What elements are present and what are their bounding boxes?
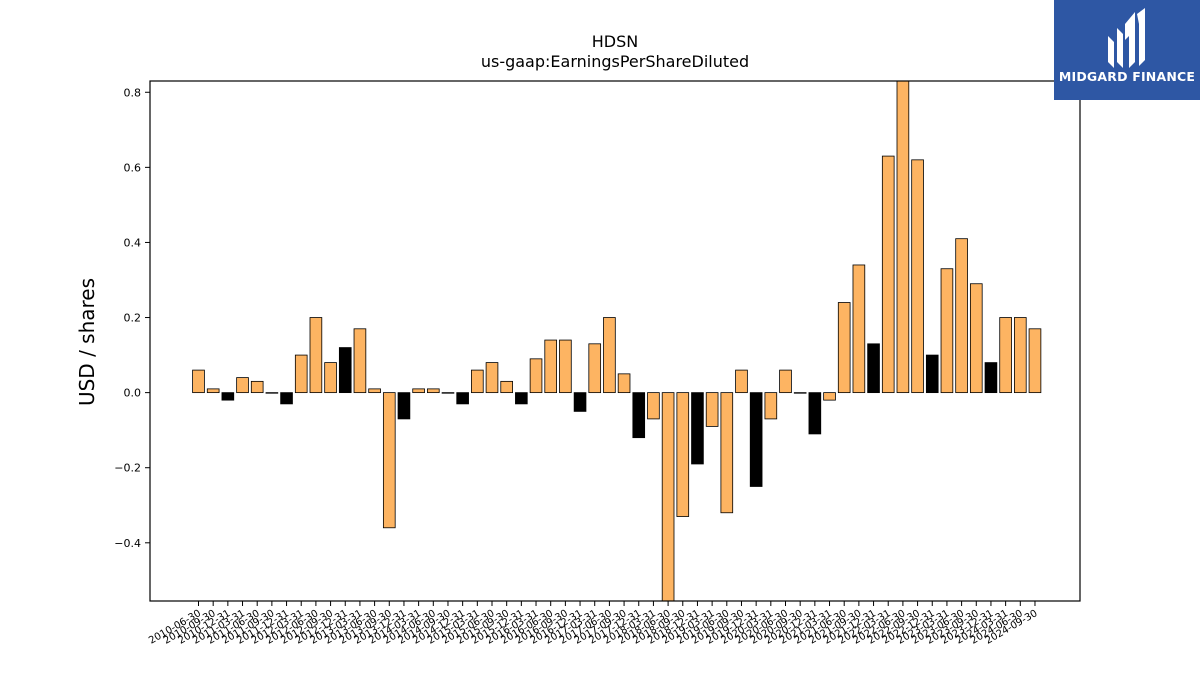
bar	[955, 238, 968, 394]
bar	[265, 392, 279, 394]
bar	[867, 343, 880, 394]
y-tick-label: −0.4	[114, 537, 141, 550]
bar	[705, 392, 719, 427]
bar	[808, 392, 822, 435]
bar	[969, 283, 983, 394]
logo-text: MIDGARD FINANCE	[1058, 69, 1196, 84]
bar	[397, 392, 411, 420]
bar	[573, 392, 587, 412]
bar	[984, 362, 998, 394]
bar	[764, 392, 778, 420]
bar	[206, 388, 220, 394]
bar	[368, 388, 381, 394]
bar	[735, 369, 748, 394]
bar	[441, 392, 455, 394]
bar	[823, 392, 836, 401]
bar	[647, 392, 660, 420]
bar	[925, 354, 939, 394]
chart-title: HDSN	[591, 32, 639, 51]
bar	[720, 392, 734, 514]
bar	[559, 339, 572, 394]
bar	[515, 392, 528, 405]
bar	[676, 392, 690, 517]
bar	[294, 354, 308, 394]
bar	[779, 369, 792, 394]
bar	[999, 317, 1012, 394]
bar	[353, 328, 367, 394]
bar	[661, 392, 675, 601]
bar	[1028, 328, 1042, 394]
bar	[1014, 317, 1027, 394]
y-tick-label: 0.6	[124, 161, 142, 174]
bar	[793, 392, 807, 394]
bar	[529, 358, 543, 394]
bar	[544, 339, 557, 394]
bar	[471, 369, 484, 394]
y-tick-label: 0.2	[124, 312, 142, 325]
y-tick-label: 0.8	[124, 86, 142, 99]
bar	[309, 317, 323, 394]
bar	[500, 380, 513, 394]
bar	[250, 380, 264, 394]
bar	[280, 392, 293, 405]
bar	[617, 373, 631, 394]
plot-frame	[149, 80, 1081, 602]
bar	[485, 362, 499, 394]
y-tick-label: 0.4	[124, 236, 142, 249]
bar	[588, 343, 602, 394]
bar	[382, 392, 396, 529]
logo-mark-icon	[1108, 8, 1145, 68]
bar	[456, 392, 469, 405]
bar	[881, 155, 895, 394]
y-tick-label: 0.0	[124, 387, 142, 400]
y-tick-label: −0.2	[114, 462, 141, 475]
midgard-finance-logo: MIDGARD FINANCE	[1054, 0, 1200, 100]
bar	[837, 302, 851, 394]
bar	[911, 159, 924, 394]
bar	[324, 362, 337, 394]
bar	[691, 392, 704, 465]
bar	[852, 264, 866, 394]
bar	[192, 369, 205, 394]
chart-subtitle: us-gaap:EarningsPerShareDiluted	[480, 52, 750, 71]
bar	[338, 347, 352, 394]
bar	[603, 317, 616, 394]
bar	[426, 388, 440, 394]
bar	[749, 392, 763, 487]
y-axis-label: USD / shares	[75, 277, 99, 407]
bar	[896, 81, 910, 394]
bar	[632, 392, 646, 439]
bar	[412, 388, 425, 394]
bar	[221, 392, 235, 401]
bar	[236, 377, 249, 394]
bar	[940, 268, 954, 394]
